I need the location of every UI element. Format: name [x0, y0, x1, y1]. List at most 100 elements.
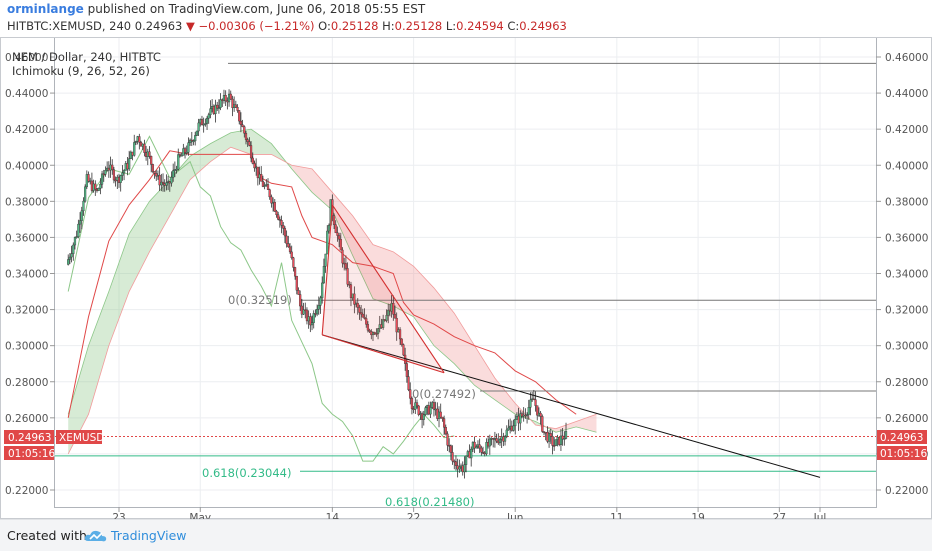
candle-body: [67, 259, 70, 265]
candle-body: [251, 157, 254, 164]
candle-body: [219, 99, 222, 108]
candle-bull: [185, 145, 188, 156]
candle-body: [200, 119, 204, 126]
candle-bull: [327, 223, 331, 234]
candle-bull: [133, 134, 136, 157]
candle-bear: [338, 232, 341, 248]
candle-body: [100, 173, 104, 185]
candle-body: [205, 118, 209, 124]
candle-body: [463, 464, 466, 473]
candle-bear: [539, 410, 542, 425]
candle-bear: [292, 256, 295, 272]
wedge-fill: [322, 204, 445, 373]
candle-body: [514, 418, 517, 427]
candle-body: [94, 183, 97, 190]
candle-body: [112, 169, 116, 181]
y-tick-label-right: 0.32000: [885, 305, 928, 317]
x-tick-label: 11: [610, 512, 623, 519]
candle-body: [451, 452, 454, 462]
candle-bear: [361, 308, 364, 318]
candle-bear: [305, 307, 309, 325]
candle-body: [138, 136, 141, 143]
candle-body: [361, 313, 364, 318]
candle-bear: [309, 313, 312, 333]
tradingview-cloud-icon[interactable]: [84, 528, 108, 547]
candle-body: [326, 230, 329, 255]
legend-title: NEM / Dollar, 240, HITBTC: [12, 50, 161, 64]
x-tick-label: 19: [691, 512, 704, 519]
candle-body: [393, 314, 397, 319]
candle-bull: [559, 429, 563, 451]
candle-bull: [529, 392, 532, 416]
candle-body: [72, 244, 75, 254]
chart-frame[interactable]: 0.46000 0.46000 0.44000 0.44000 0.42000 0.420…: [0, 37, 932, 524]
candle-bear: [549, 428, 552, 444]
candle-bear: [224, 90, 227, 106]
candle-body: [400, 338, 403, 345]
candle-bull: [70, 245, 73, 263]
candle-body: [344, 263, 347, 269]
candle-bear: [238, 110, 241, 125]
candle-bear: [260, 166, 263, 182]
candle-bear: [405, 358, 408, 383]
candle-bear: [190, 131, 193, 147]
candle-body: [209, 108, 212, 116]
candle-bull: [324, 253, 327, 273]
candle-body: [192, 140, 195, 143]
candle-bull: [563, 431, 566, 446]
candle-body: [260, 174, 263, 182]
candle-bear: [94, 180, 97, 196]
candle-bull: [217, 99, 221, 114]
candle-body: [410, 398, 414, 409]
author-name[interactable]: orminlange: [7, 2, 84, 16]
candle-bear: [256, 166, 259, 186]
candle-body: [111, 164, 114, 170]
candle-bull: [385, 309, 388, 323]
candle-body: [134, 141, 138, 143]
ichimoku-cloud: [67, 128, 597, 455]
candle-body: [353, 293, 356, 305]
candle-bull: [219, 93, 222, 111]
candle-body: [407, 376, 410, 390]
candle-body: [248, 141, 251, 146]
candle-bull: [321, 276, 324, 304]
candle-bull: [68, 253, 71, 265]
candle-body: [68, 256, 71, 260]
candle-body: [77, 223, 80, 237]
candle-body: [290, 251, 293, 259]
senkou-span-b: [67, 146, 597, 455]
candle-body: [417, 405, 420, 415]
candle-body: [73, 237, 77, 246]
candle-bear: [111, 159, 114, 175]
candle-bear: [551, 430, 554, 455]
candle-bull: [72, 242, 75, 261]
candle-body: [532, 398, 535, 401]
y-tick-label-left: 0.34000: [5, 269, 48, 281]
x-tick-label: 23: [112, 512, 125, 519]
cloud-bear-area: [550, 414, 597, 433]
candle-body: [202, 123, 205, 126]
candle-bear: [246, 137, 249, 147]
candle-body: [312, 313, 315, 323]
candle-body: [190, 139, 193, 142]
y-tick-label-left: 0.26000: [5, 413, 48, 425]
y-tick-label-right: 0.38000: [885, 196, 928, 208]
candle-bear: [432, 398, 436, 417]
chart-svg[interactable]: 0.46000 0.46000 0.44000 0.44000 0.42000 0.420…: [0, 37, 932, 524]
candle-bear: [532, 389, 535, 401]
candle-bear: [495, 433, 498, 444]
tradingview-brand[interactable]: TradingView: [111, 528, 187, 543]
candle-bull: [488, 434, 491, 455]
x-tick-label: Jun: [506, 512, 523, 519]
candle-bull: [119, 174, 122, 192]
candle-body: [387, 309, 390, 316]
candle-body: [119, 175, 122, 183]
candle-body: [244, 132, 248, 140]
candle-body: [547, 433, 551, 442]
candle-body: [133, 142, 136, 156]
candle-bear: [155, 169, 158, 181]
candle-bull: [205, 116, 209, 131]
candle-bear: [161, 173, 165, 192]
candle-body: [409, 389, 412, 399]
candle-body: [525, 414, 529, 416]
